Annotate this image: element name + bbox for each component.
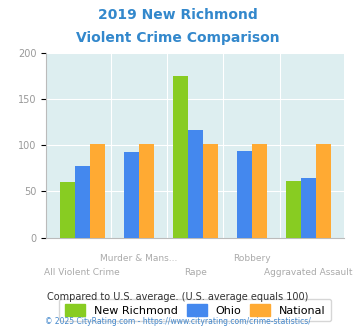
Text: All Violent Crime: All Violent Crime — [44, 268, 120, 277]
Text: Robbery: Robbery — [233, 254, 271, 263]
Bar — [237, 151, 252, 238]
Bar — [252, 144, 267, 238]
Text: © 2025 CityRating.com - https://www.cityrating.com/crime-statistics/: © 2025 CityRating.com - https://www.city… — [45, 317, 310, 326]
Bar — [301, 178, 316, 238]
Text: Violent Crime Comparison: Violent Crime Comparison — [76, 31, 279, 45]
Bar — [188, 130, 203, 238]
Bar — [124, 152, 139, 238]
Text: Rape: Rape — [184, 268, 207, 277]
Text: Compared to U.S. average. (U.S. average equals 100): Compared to U.S. average. (U.S. average … — [47, 292, 308, 302]
Bar — [286, 181, 301, 238]
Text: 2019 New Richmond: 2019 New Richmond — [98, 8, 257, 22]
Bar — [60, 182, 75, 238]
Text: Murder & Mans...: Murder & Mans... — [100, 254, 178, 263]
Text: Aggravated Assault: Aggravated Assault — [264, 268, 353, 277]
Bar — [203, 144, 218, 238]
Bar — [139, 144, 154, 238]
Legend: New Richmond, Ohio, National: New Richmond, Ohio, National — [59, 299, 331, 321]
Bar — [173, 76, 188, 238]
Bar — [316, 144, 331, 238]
Bar — [90, 144, 105, 238]
Bar — [75, 166, 90, 238]
